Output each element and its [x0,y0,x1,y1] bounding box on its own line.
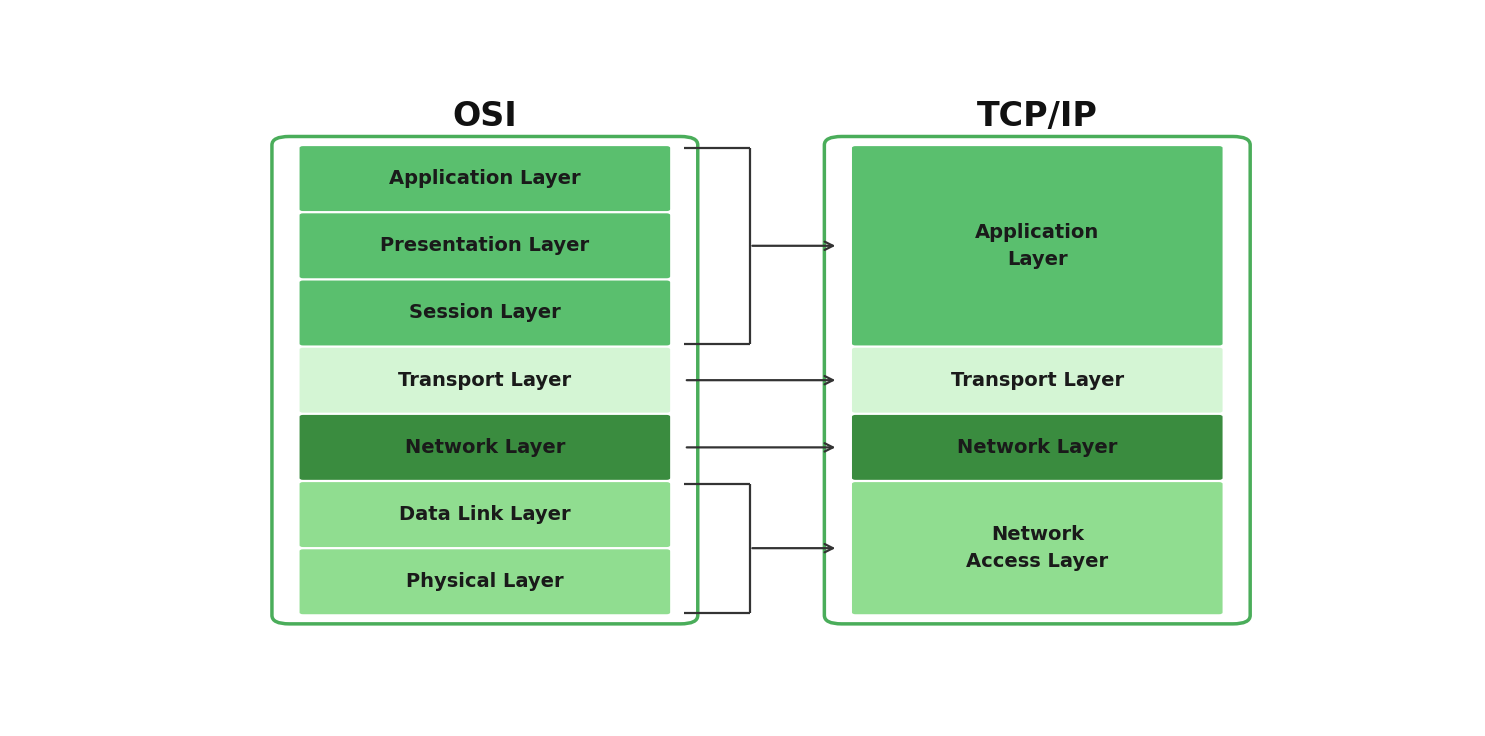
Text: Data Link Layer: Data Link Layer [399,505,570,524]
Text: Application
Layer: Application Layer [976,223,1099,269]
Text: TCP/IP: TCP/IP [977,100,1097,133]
Text: Transport Layer: Transport Layer [398,371,572,389]
FancyBboxPatch shape [300,549,670,615]
FancyBboxPatch shape [300,146,670,211]
FancyBboxPatch shape [300,415,670,480]
FancyBboxPatch shape [852,415,1222,480]
Text: Presentation Layer: Presentation Layer [380,236,590,255]
FancyBboxPatch shape [272,136,698,624]
FancyBboxPatch shape [300,482,670,547]
Text: Physical Layer: Physical Layer [405,573,564,591]
FancyBboxPatch shape [852,482,1222,615]
Text: Session Layer: Session Layer [408,303,561,322]
FancyBboxPatch shape [852,347,1222,413]
FancyBboxPatch shape [300,280,670,345]
FancyBboxPatch shape [824,136,1250,624]
FancyBboxPatch shape [300,347,670,413]
Text: Application Layer: Application Layer [389,169,581,188]
FancyBboxPatch shape [300,213,670,278]
Text: Network Layer: Network Layer [958,438,1117,457]
Text: OSI: OSI [453,100,517,133]
Text: Network Layer: Network Layer [405,438,564,457]
FancyBboxPatch shape [852,146,1222,345]
Text: Transport Layer: Transport Layer [950,371,1124,389]
Text: Network
Access Layer: Network Access Layer [967,526,1108,571]
